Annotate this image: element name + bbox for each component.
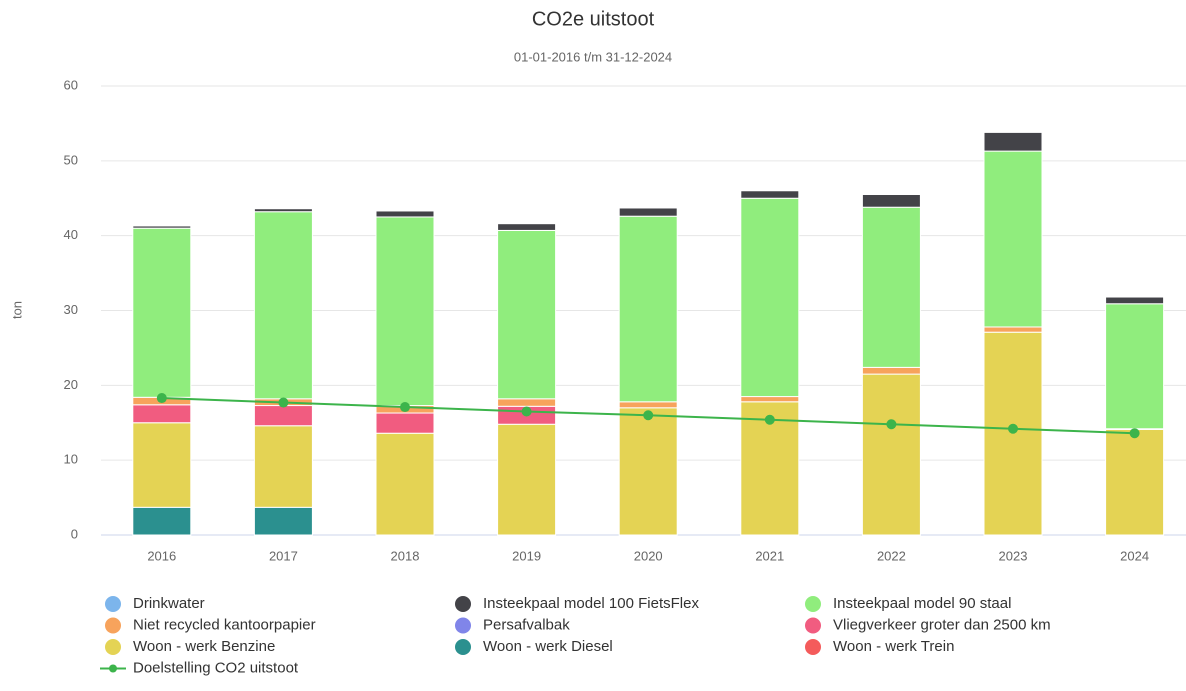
target-point (400, 402, 410, 413)
legend-label: Persafvalbak (483, 616, 570, 633)
bar-segment (497, 229, 557, 400)
bar-segment (861, 366, 921, 375)
bar-segment (861, 373, 921, 536)
target-point (278, 397, 289, 408)
bar-segment (132, 422, 192, 508)
x-tick-label: 2024 (1120, 548, 1149, 563)
bar-segment (132, 225, 192, 229)
x-tick-label: 2023 (999, 548, 1028, 563)
y-tick-label: 40 (64, 227, 78, 242)
legend-label: Woon - werk Benzine (133, 638, 275, 655)
bar-segment (618, 207, 678, 217)
target-point (1008, 423, 1018, 434)
legend-label: Doelstelling CO2 uitstoot (133, 659, 299, 676)
target-point (156, 393, 167, 404)
bar-segment (497, 223, 557, 231)
legend-symbol (455, 617, 471, 634)
legend-label: Woon - werk Diesel (483, 638, 613, 655)
bar-segment (253, 506, 313, 536)
legend-label: Insteekpaal model 90 staal (833, 595, 1011, 612)
bar-segment (740, 396, 800, 403)
bar-segment (132, 506, 192, 536)
bar-segment (983, 131, 1043, 152)
bar-segment (497, 398, 557, 407)
bar-segment (618, 401, 678, 409)
x-tick-label: 2019 (512, 548, 541, 563)
target-point (1129, 428, 1140, 439)
legend-label: Drinkwater (133, 595, 205, 612)
bar-segment (983, 326, 1043, 333)
legend-symbol (805, 617, 821, 634)
legend-symbol (105, 596, 121, 612)
target-point (886, 419, 897, 430)
legend-label: Insteekpaal model 100 FietsFlex (483, 595, 699, 612)
bar-segment (740, 190, 800, 199)
chart-subtitle: 01-01-2016 t/m 31-12-2024 (514, 49, 672, 64)
bar-segment (861, 206, 921, 368)
bar-segment (375, 210, 435, 218)
y-tick-label: 0 (71, 526, 78, 541)
chart-title: CO2e uitstoot (532, 8, 655, 30)
bar-segment (253, 405, 313, 427)
x-tick-label: 2017 (269, 548, 298, 563)
legend-label: Woon - werk Trein (833, 638, 954, 655)
y-tick-label: 30 (64, 302, 78, 317)
bar-segment (1105, 296, 1165, 305)
legend-symbol (455, 639, 471, 655)
legend-label: Niet recycled kantoorpapier (133, 616, 316, 633)
x-tick-label: 2020 (634, 548, 663, 563)
bar-segment (1105, 428, 1165, 536)
x-tick-label: 2021 (755, 548, 784, 563)
bar-segment (132, 404, 192, 424)
legend-label: Vliegverkeer groter dan 2500 km (833, 616, 1051, 633)
bar-segment (497, 423, 557, 536)
x-tick-label: 2022 (877, 548, 906, 563)
bar-segment (375, 216, 435, 407)
bar-segment (253, 208, 313, 213)
bar-segment (861, 194, 921, 208)
bar-segment (983, 150, 1043, 328)
bar-segment (375, 412, 435, 434)
legend-symbol (109, 664, 117, 673)
legend-symbol (105, 617, 121, 634)
x-tick-label: 2018 (391, 548, 420, 563)
legend-symbol (805, 596, 821, 612)
legend-symbol (805, 639, 821, 655)
target-point (643, 410, 654, 421)
y-tick-label: 60 (64, 77, 78, 92)
y-tick-label: 50 (64, 152, 78, 167)
y-tick-label: 10 (64, 452, 78, 467)
legend-symbol (105, 639, 121, 655)
y-tick-label: 20 (64, 377, 78, 392)
bar-segment (375, 432, 435, 536)
target-point (764, 414, 775, 425)
bar-segment (618, 215, 678, 403)
bar-segment (132, 227, 192, 398)
bar-segment (740, 197, 800, 398)
bar-segment (618, 407, 678, 536)
y-axis-label: ton (9, 301, 24, 319)
bar-segment (253, 425, 313, 508)
target-point (521, 406, 532, 417)
bar-segment (253, 211, 313, 400)
bar-segment (1105, 303, 1165, 430)
legend-symbol (455, 596, 471, 612)
x-tick-label: 2016 (147, 548, 176, 563)
